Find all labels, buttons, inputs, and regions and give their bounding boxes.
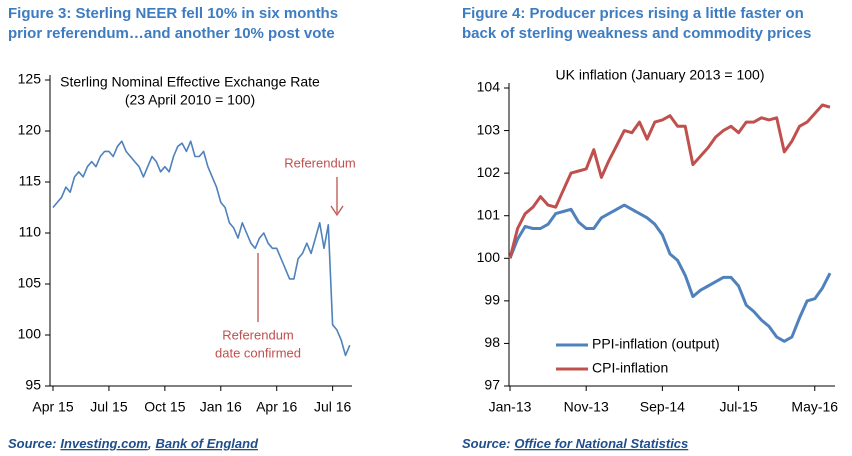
- figure-title: Figure 3: Sterling NEER fell 10% in six …: [8, 5, 338, 22]
- legend-label: PPI-inflation (output): [592, 336, 720, 352]
- x-tick-label: Apr 16: [256, 399, 297, 415]
- y-tick-label: 97: [484, 377, 500, 393]
- source-label: Source:: [8, 436, 56, 451]
- figure-title: back of sterling weakness and commodity …: [462, 25, 811, 42]
- y-tick-label: 98: [484, 334, 500, 350]
- y-tick-label: 101: [477, 206, 501, 222]
- y-tick-label: 110: [19, 224, 42, 240]
- annotation: date confirmed: [215, 345, 301, 360]
- annotation: Referendum: [284, 155, 356, 170]
- series-line: [508, 103, 831, 259]
- y-tick-label: 102: [477, 164, 501, 180]
- legend-label: CPI-inflation: [592, 360, 668, 376]
- source-label: Source:: [462, 436, 510, 451]
- annotation: Referendum: [222, 327, 294, 342]
- source: Source: Office for National Statistics: [462, 436, 688, 451]
- y-tick-label: 99: [484, 292, 500, 308]
- y-tick-label: 104: [477, 79, 501, 95]
- x-tick-label: Jul 15: [90, 399, 128, 415]
- series-line: [52, 140, 351, 357]
- source: Source: Investing.com, Bank of England: [8, 436, 259, 451]
- y-tick-label: 103: [477, 121, 501, 137]
- y-tick-label: 105: [18, 275, 42, 291]
- figure-title: prior referendum…and another 10% post vo…: [8, 25, 335, 42]
- y-tick-label: 100: [18, 326, 42, 342]
- x-tick-label: Jul 16: [314, 399, 352, 415]
- source-link[interactable]: Office for National Statistics: [514, 436, 688, 451]
- y-tick-label: 100: [477, 249, 501, 265]
- series-line: [508, 203, 832, 343]
- source-link[interactable]: Bank of England: [155, 436, 259, 451]
- chart-subtitle: (23 April 2010 = 100): [125, 92, 255, 108]
- chart-title: UK inflation (January 2013 = 100): [556, 67, 765, 83]
- x-tick-label: Jul-15: [720, 399, 758, 415]
- x-tick-label: Jan 16: [200, 399, 242, 415]
- y-tick-label: 95: [25, 377, 41, 393]
- source-separator: ,: [147, 436, 152, 451]
- y-tick-label: 120: [18, 122, 42, 138]
- y-tick-label: 115: [19, 173, 42, 189]
- x-tick-label: Jan-13: [489, 399, 532, 415]
- y-tick-label: 125: [18, 71, 42, 87]
- x-tick-label: Sep-14: [640, 399, 685, 415]
- arrow-head: [330, 205, 344, 217]
- figure-title: Figure 4: Producer prices rising a littl…: [462, 5, 804, 22]
- chart-title: Sterling Nominal Effective Exchange Rate: [60, 74, 320, 90]
- source-link[interactable]: Investing.com: [60, 436, 148, 451]
- x-tick-label: Oct 15: [144, 399, 185, 415]
- x-tick-label: May-16: [791, 399, 838, 415]
- x-tick-label: Nov-13: [564, 399, 609, 415]
- x-tick-label: Apr 15: [32, 399, 73, 415]
